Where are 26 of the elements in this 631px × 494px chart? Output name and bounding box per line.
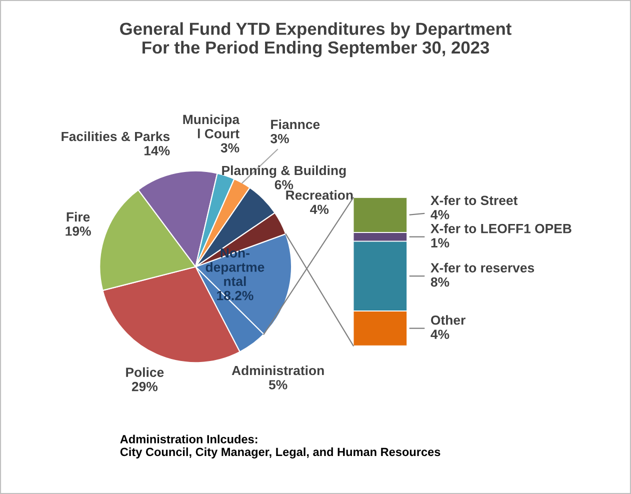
slice-label: Recreation [286, 190, 353, 200]
slice-label: Municipa l Court [183, 114, 240, 138]
data-label: 14% [144, 146, 170, 156]
data-label: 3% [270, 134, 289, 144]
series-label: X-fer to LEOFF1 OPEB [430, 224, 572, 234]
series-label: X-fer to reserves [430, 262, 534, 272]
data-label: 6% [274, 180, 294, 190]
data-label: 4% [310, 204, 329, 214]
series-label: Other [431, 315, 466, 325]
chart-title: General Fund YTD Expenditures by Department For the Period Ending September 30, 2023 [120, 22, 512, 58]
slice-label: Planning & Building [222, 165, 346, 178]
slice-label: Fire [66, 212, 90, 222]
series-label: X-fer to Street [430, 195, 518, 206]
slice-label: Facilities & Parks [62, 131, 170, 142]
data-label: 4% [430, 210, 450, 220]
data-label: 19% [66, 226, 91, 236]
slice-label: Fiannce [271, 119, 320, 130]
data-label: 8% [430, 277, 450, 287]
data-label: 1% [431, 238, 450, 248]
slice-label: Administration [232, 365, 324, 376]
data-label: 4% [430, 330, 450, 339]
data-label: 5% [268, 380, 288, 390]
data-label: 3% [220, 143, 240, 153]
data-label: 29% [132, 382, 158, 392]
slice-label: Police [126, 367, 164, 378]
text: Administration Inlcudes: City Council, City Manager, Legal, and Human Resources [120, 434, 440, 458]
